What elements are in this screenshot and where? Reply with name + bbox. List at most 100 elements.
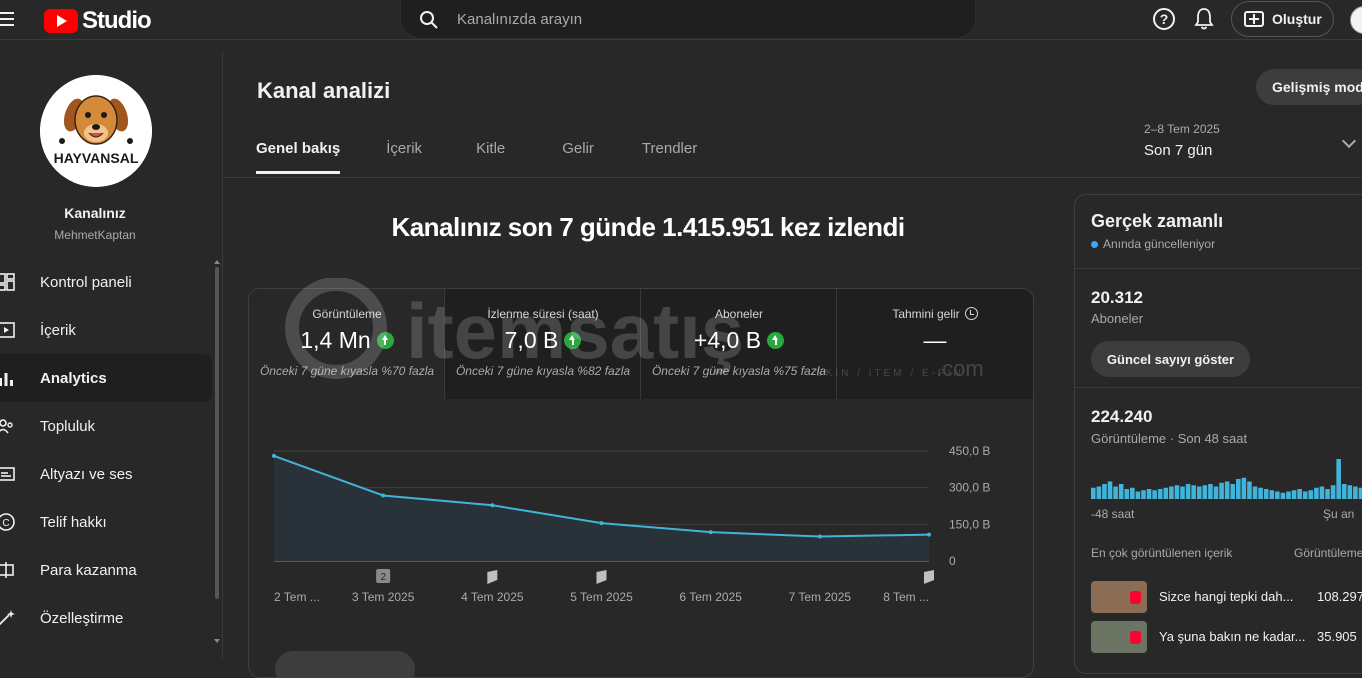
subscribers-label: Aboneler [1091, 311, 1144, 326]
views-header: Görüntüleme [1294, 546, 1362, 560]
y-tick-label: 0 [949, 554, 956, 568]
menu-icon[interactable] [0, 10, 16, 28]
date-range-picker[interactable]: 2–8 Tem 2025 Son 7 gün [1144, 122, 1220, 159]
account-avatar[interactable] [1350, 6, 1362, 34]
realtime-bar [1124, 489, 1130, 499]
community-icon [0, 419, 13, 434]
help-icon[interactable]: ? [1153, 8, 1175, 30]
page-title: Kanal analizi [257, 78, 391, 103]
divider [1075, 387, 1362, 388]
realtime-bar-chart [1091, 459, 1362, 499]
metric-revenue[interactable]: Tahmini gelir — [837, 289, 1033, 399]
trend-up-icon [767, 332, 785, 349]
search-icon[interactable] [419, 10, 439, 30]
search-input[interactable] [457, 8, 937, 30]
realtime-bar [1185, 484, 1191, 499]
realtime-bar [1230, 484, 1235, 499]
tab-overview[interactable]: Genel bakış [256, 140, 341, 174]
video-title: Sizce hangi tepki dah... [1159, 589, 1294, 604]
realtime-bar [1358, 487, 1362, 499]
realtime-bar [1113, 486, 1118, 499]
sidebar-item-analytics[interactable]: Analytics [0, 354, 212, 402]
metric-value: 7,0 B [504, 327, 559, 353]
see-more-button[interactable] [275, 651, 415, 677]
realtime-subtitle: Anında güncelleniyor [1103, 237, 1216, 251]
x-tick-label: 7 Tem 2025 [789, 590, 852, 604]
show-count-button[interactable]: Güncel sayıyı göster [1091, 341, 1250, 377]
shorts-marker-icon [924, 570, 934, 584]
metric-views[interactable]: Görüntüleme 1,4 Mn Önceki 7 güne kıyasla… [249, 289, 445, 399]
realtime-bar [1107, 481, 1113, 499]
channel-avatar[interactable]: HAYVANSAL [40, 75, 152, 187]
sidebar-item-community[interactable]: Topluluk [0, 402, 212, 450]
metric-watch-time[interactable]: İzlenme süresi (saat) 7,0 B Önceki 7 gün… [445, 289, 641, 399]
chevron-down-icon[interactable] [1341, 133, 1357, 149]
video-thumbnail [1091, 621, 1147, 653]
tab-content[interactable]: İçerik [386, 140, 423, 157]
sidebar-scrollbar[interactable] [215, 267, 219, 599]
create-button[interactable]: Oluştur [1231, 1, 1334, 37]
realtime-bar [1102, 484, 1107, 499]
metric-subscribers[interactable]: Aboneler +4,0 B Önceki 7 güne kıyasla %7… [641, 289, 837, 399]
dashboard-icon [0, 273, 15, 291]
sidebar-item-label: Kontrol paneli [40, 273, 132, 291]
realtime-bar [1353, 486, 1358, 499]
create-plus-icon [1244, 11, 1264, 27]
sidebar-item-customization[interactable]: Özelleştirme [0, 594, 212, 642]
sidebar-item-label: Telif hakkı [40, 513, 107, 531]
realtime-title: Gerçek zamanlı [1091, 211, 1224, 231]
sidebar-item-monetization[interactable]: Para kazanma [0, 546, 212, 594]
chart-point [927, 532, 931, 537]
realtime-bar [1202, 485, 1208, 499]
trend-up-icon [564, 332, 582, 349]
analytics-tabs: Genel bakış İçerik Kitle Gelir Trendler [256, 140, 697, 174]
tab-audience[interactable]: Kitle [476, 140, 506, 157]
metric-value-wrap: +4,0 B [641, 327, 837, 354]
metric-value: 1,4 Mn [300, 327, 371, 353]
analytics-icon [0, 373, 13, 386]
channel-handle: MehmetKaptan [54, 228, 136, 242]
realtime-bar [1224, 481, 1230, 499]
axis-end-label: Şu an [1323, 507, 1355, 521]
notifications-icon[interactable] [1194, 7, 1214, 31]
scroll-down-arrow[interactable] [214, 639, 220, 643]
top-content-row[interactable]: Sizce hangi tepki dah... 108.297 [1091, 581, 1362, 613]
subscribers-value: 20.312 [1091, 288, 1143, 307]
realtime-bar [1247, 481, 1252, 499]
sidebar-item-dashboard[interactable]: Kontrol paneli [0, 258, 212, 306]
x-tick-label: 4 Tem 2025 [461, 590, 524, 604]
realtime-bar [1319, 486, 1325, 499]
date-range-label: Son 7 gün [1144, 142, 1213, 159]
realtime-bar [1330, 485, 1336, 499]
realtime-bar [1286, 491, 1291, 499]
shorts-icon [1130, 591, 1141, 604]
realtime-bar [1258, 487, 1263, 499]
metric-label: Aboneler [714, 307, 764, 321]
top-content-row[interactable]: Ya şuna bakın ne kadar... 35.905 [1091, 621, 1362, 653]
metric-value: +4,0 B [693, 327, 762, 353]
realtime-bar [1252, 486, 1258, 499]
channel-name: Kanalınız [64, 205, 126, 221]
realtime-bar [1269, 490, 1275, 499]
search-bar [400, 0, 976, 39]
advanced-mode-button[interactable]: Gelişmiş mod [1256, 69, 1362, 105]
studio-logo[interactable]: Studio [44, 7, 152, 35]
main-content: Kanal analizi Gelişmiş mod Genel bakış İ… [224, 52, 1362, 678]
publish-count-label: 2 [380, 572, 386, 583]
metric-value-wrap: — [837, 327, 1033, 354]
sidebar-item-content[interactable]: İçerik [0, 306, 212, 354]
sidebar-item-label: İçerik [40, 321, 76, 339]
tab-trends[interactable]: Trendler [641, 140, 698, 157]
realtime-bar [1314, 487, 1319, 499]
divider [1075, 268, 1362, 269]
tab-revenue[interactable]: Gelir [562, 140, 594, 157]
scroll-up-arrow[interactable] [214, 260, 220, 264]
sidebar-item-copyright[interactable]: C Telif hakkı [0, 498, 212, 546]
views-48h-label: Görüntüleme · Son 48 saat [1091, 431, 1248, 446]
realtime-bar [1336, 459, 1341, 499]
realtime-bar [1169, 486, 1174, 499]
realtime-bar [1341, 484, 1347, 499]
metric-label-wrap: Tahmini gelir [837, 307, 1033, 321]
sidebar-item-subtitles[interactable]: Altyazı ve ses [0, 450, 212, 498]
x-tick-label: 6 Tem 2025 [679, 590, 742, 604]
